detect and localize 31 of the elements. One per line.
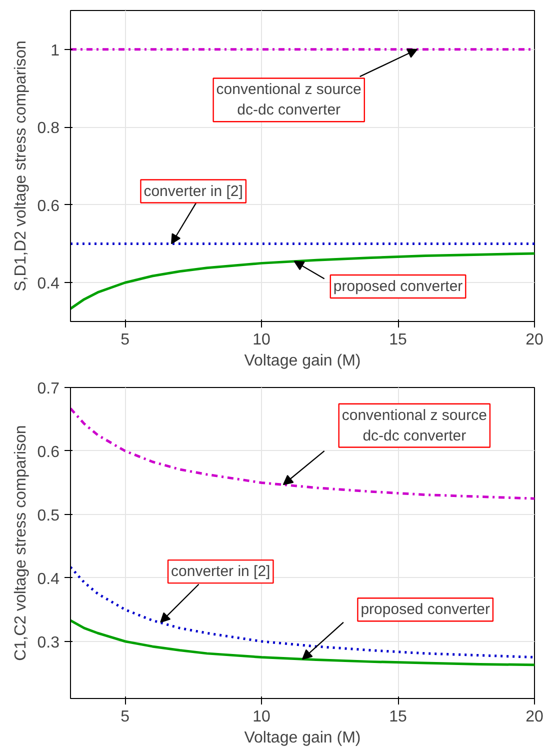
annotation: proposed converter xyxy=(360,601,490,618)
line-series xyxy=(70,619,534,666)
x-tick-label: 5 xyxy=(120,708,130,726)
x-tick-label: 10 xyxy=(252,332,271,348)
y-tick-label: 0.6 xyxy=(37,444,60,461)
y-axis-title: C1,C2 voltage stress comparison xyxy=(12,425,30,661)
x-tick-label: 10 xyxy=(252,708,271,726)
y-tick-label: 0.4 xyxy=(37,570,60,588)
annotation: conventional z source dc-dc converter xyxy=(216,81,362,119)
y-tick-label: 0.7 xyxy=(37,380,60,398)
annotation: proposed converter xyxy=(333,278,463,296)
y-tick-label: 0.4 xyxy=(37,276,60,293)
x-tick-label: 15 xyxy=(389,332,408,348)
annotation: converter in [2] xyxy=(171,563,270,580)
y-tick-label: 0.8 xyxy=(37,120,60,138)
x-tick-label: 20 xyxy=(526,332,544,348)
line-series xyxy=(70,566,534,658)
annotation: converter in [2] xyxy=(144,182,243,200)
x-tick-label: 5 xyxy=(120,332,130,348)
annotation: conventional z source dc-dc converter xyxy=(342,406,487,444)
y-tick-label: 1 xyxy=(50,42,60,60)
line-series xyxy=(70,252,534,310)
y-axis-title: S,D1,D2 voltage stress comparison xyxy=(12,40,30,292)
x-tick-label: 15 xyxy=(389,708,408,726)
x-tick-label: 20 xyxy=(526,708,544,726)
y-tick-label: 0.3 xyxy=(37,634,60,652)
y-tick-label: 0.5 xyxy=(37,507,60,524)
x-axis-title: Voltage gain (M) xyxy=(244,352,361,370)
y-tick-label: 0.6 xyxy=(37,198,60,215)
line-series xyxy=(70,407,534,500)
x-axis-title: Voltage gain (M) xyxy=(244,730,361,746)
